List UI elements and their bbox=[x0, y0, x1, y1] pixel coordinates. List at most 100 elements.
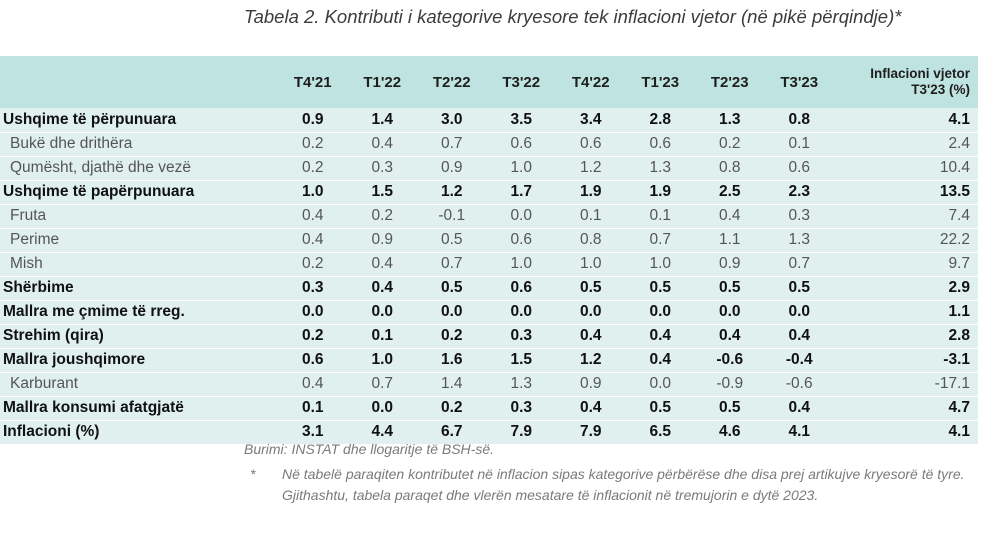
table-cell: 0.2 bbox=[301, 255, 324, 272]
table-cell: 0.6 bbox=[510, 135, 533, 152]
table-cell: 0.3 bbox=[301, 279, 324, 296]
table-cell: 0.3 bbox=[510, 399, 533, 416]
table-cell: 6.7 bbox=[440, 423, 463, 440]
table-cell: 0.0 bbox=[440, 303, 463, 320]
column-header: T1'23 bbox=[641, 73, 680, 91]
table-cell: 0.4 bbox=[579, 399, 602, 416]
table-cell: 7.9 bbox=[510, 423, 533, 440]
table-cell: 0.3 bbox=[788, 207, 811, 224]
table-cell-annual: 22.2 bbox=[939, 231, 970, 248]
table-cell: 1.0 bbox=[301, 183, 324, 200]
table-cell: 0.0 bbox=[579, 303, 602, 320]
row-label: Bukë dhe drithëra bbox=[10, 135, 133, 152]
table-row: Fruta 0.4 0.2 -0.1 0.0 0.1 0.1 0.4 0.3 7.4 bbox=[0, 204, 978, 228]
table-cell: 1.5 bbox=[371, 183, 394, 200]
table-cell: 0.4 bbox=[579, 327, 602, 344]
table-cell: 2.5 bbox=[718, 183, 741, 200]
column-header: T1'22 bbox=[363, 73, 402, 91]
table-cell: -0.1 bbox=[438, 207, 466, 224]
table-row: Qumësht, djathë dhe vezë 0.2 0.3 0.9 1.0 1.2 1… bbox=[0, 156, 978, 180]
table-row: Mallra konsumi afatgjatë 0.1 0.0 0.2 0.3 0.4 0… bbox=[0, 396, 978, 420]
table-cell: 0.5 bbox=[579, 279, 602, 296]
table-cell: 0.6 bbox=[579, 135, 602, 152]
table-cell: 0.2 bbox=[371, 207, 394, 224]
table-cell: 0.4 bbox=[718, 207, 741, 224]
table-cell: 0.9 bbox=[440, 159, 463, 176]
table-cell: 3.1 bbox=[301, 423, 324, 440]
table-cell: 0.9 bbox=[579, 375, 602, 392]
table-cell: 0.1 bbox=[649, 207, 672, 224]
table-row: Mallra me çmime të rreg. 0.0 0.0 0.0 0.0 0.0 0… bbox=[0, 300, 978, 324]
table-cell: 0.0 bbox=[649, 375, 672, 392]
column-header-annual-inflation: Inflacioni vjetor T3'23 (%) bbox=[834, 56, 978, 108]
table-cell: 0.4 bbox=[788, 327, 811, 344]
column-header: T2'22 bbox=[432, 73, 471, 91]
table-cell: 0.9 bbox=[718, 255, 741, 272]
table-cell-annual: 4.7 bbox=[948, 399, 970, 416]
table-cell: 0.6 bbox=[510, 279, 533, 296]
table-cell: 0.4 bbox=[371, 135, 394, 152]
table-cell: 1.2 bbox=[440, 183, 463, 200]
table-row: Ushqime të përpunuara 0.9 1.4 3.0 3.5 3.4 2.8 1… bbox=[0, 108, 978, 132]
table-cell: 0.2 bbox=[301, 327, 324, 344]
table-cell: 6.5 bbox=[649, 423, 672, 440]
row-label: Mallra joushqimore bbox=[3, 351, 146, 368]
row-label: Ushqime të papërpunuara bbox=[3, 183, 195, 200]
table-cell: 0.7 bbox=[440, 135, 463, 152]
table-cell: 0.2 bbox=[440, 327, 463, 344]
table-cell: 0.0 bbox=[788, 303, 811, 320]
table-cell: -0.9 bbox=[716, 375, 744, 392]
column-header-line: T3'23 (%) bbox=[911, 82, 970, 97]
column-header-line: Inflacioni vjetor bbox=[870, 66, 970, 81]
table-cell: 0.0 bbox=[718, 303, 741, 320]
row-label: Mallra me çmime të rreg. bbox=[3, 303, 185, 320]
table-cell: 1.1 bbox=[718, 231, 741, 248]
table-row: Shërbime 0.3 0.4 0.5 0.6 0.5 0.5 0.5 0.5 2.9 bbox=[0, 276, 978, 300]
table-cell: -0.4 bbox=[785, 351, 813, 368]
table-cell: 0.6 bbox=[510, 231, 533, 248]
table-cell: 1.3 bbox=[649, 159, 672, 176]
table-cell: 0.5 bbox=[718, 279, 741, 296]
table-cell: 1.4 bbox=[371, 110, 394, 128]
table-cell-annual: 13.5 bbox=[939, 183, 970, 200]
row-label: Shërbime bbox=[3, 279, 74, 296]
table-cell: 4.6 bbox=[718, 423, 741, 440]
table-cell: 4.1 bbox=[788, 423, 811, 440]
table-cell: 0.3 bbox=[371, 159, 394, 176]
column-header: T2'23 bbox=[710, 73, 749, 91]
row-label: Qumësht, djathë dhe vezë bbox=[10, 159, 191, 176]
table-cell: 1.9 bbox=[649, 183, 672, 200]
table-cell: 0.0 bbox=[371, 399, 394, 416]
table-cell: 2.8 bbox=[649, 110, 672, 128]
table-cell: 0.4 bbox=[649, 327, 672, 344]
table-cell: 0.0 bbox=[510, 207, 533, 224]
table-body: Ushqime të përpunuara 0.9 1.4 3.0 3.5 3.4 2.8 1… bbox=[0, 108, 978, 444]
table-cell-annual: -3.1 bbox=[943, 351, 970, 368]
table-cell: 0.2 bbox=[301, 159, 324, 176]
contribution-table: T4'21 T1'22 T2'22 T3'22 T4'22 T1'23 T2'23 T3'23… bbox=[0, 56, 978, 445]
table-cell: 1.4 bbox=[440, 375, 463, 392]
table-cell: 0.2 bbox=[440, 399, 463, 416]
table-cell: 0.9 bbox=[371, 231, 394, 248]
table-row: Inflacioni (%) 3.1 4.4 6.7 7.9 7.9 6.5 4.6 4.1 4.… bbox=[0, 420, 978, 444]
row-label: Perime bbox=[10, 231, 60, 248]
table-cell: 0.3 bbox=[510, 327, 533, 344]
table-cell-annual: 4.1 bbox=[948, 423, 970, 440]
table-cell: 0.9 bbox=[301, 110, 324, 128]
table-cell: 4.4 bbox=[371, 423, 394, 440]
table-cell: 0.7 bbox=[440, 255, 463, 272]
table-cell: 0.1 bbox=[579, 207, 602, 224]
table-cell: 0.1 bbox=[371, 327, 394, 344]
table-cell: 0.0 bbox=[649, 303, 672, 320]
table-cell: 0.5 bbox=[649, 399, 672, 416]
table-cell: 0.1 bbox=[301, 399, 324, 416]
table-cell: 1.3 bbox=[510, 375, 533, 392]
column-header: T3'23 bbox=[780, 73, 819, 91]
row-label: Strehim (qira) bbox=[3, 327, 104, 344]
table-cell: 0.0 bbox=[371, 303, 394, 320]
table-cell: 2.3 bbox=[788, 183, 811, 200]
table-cell: 0.1 bbox=[788, 135, 811, 152]
table-cell: 0.7 bbox=[371, 375, 394, 392]
table-cell: 0.8 bbox=[788, 110, 811, 128]
table-cell: 1.0 bbox=[649, 255, 672, 272]
